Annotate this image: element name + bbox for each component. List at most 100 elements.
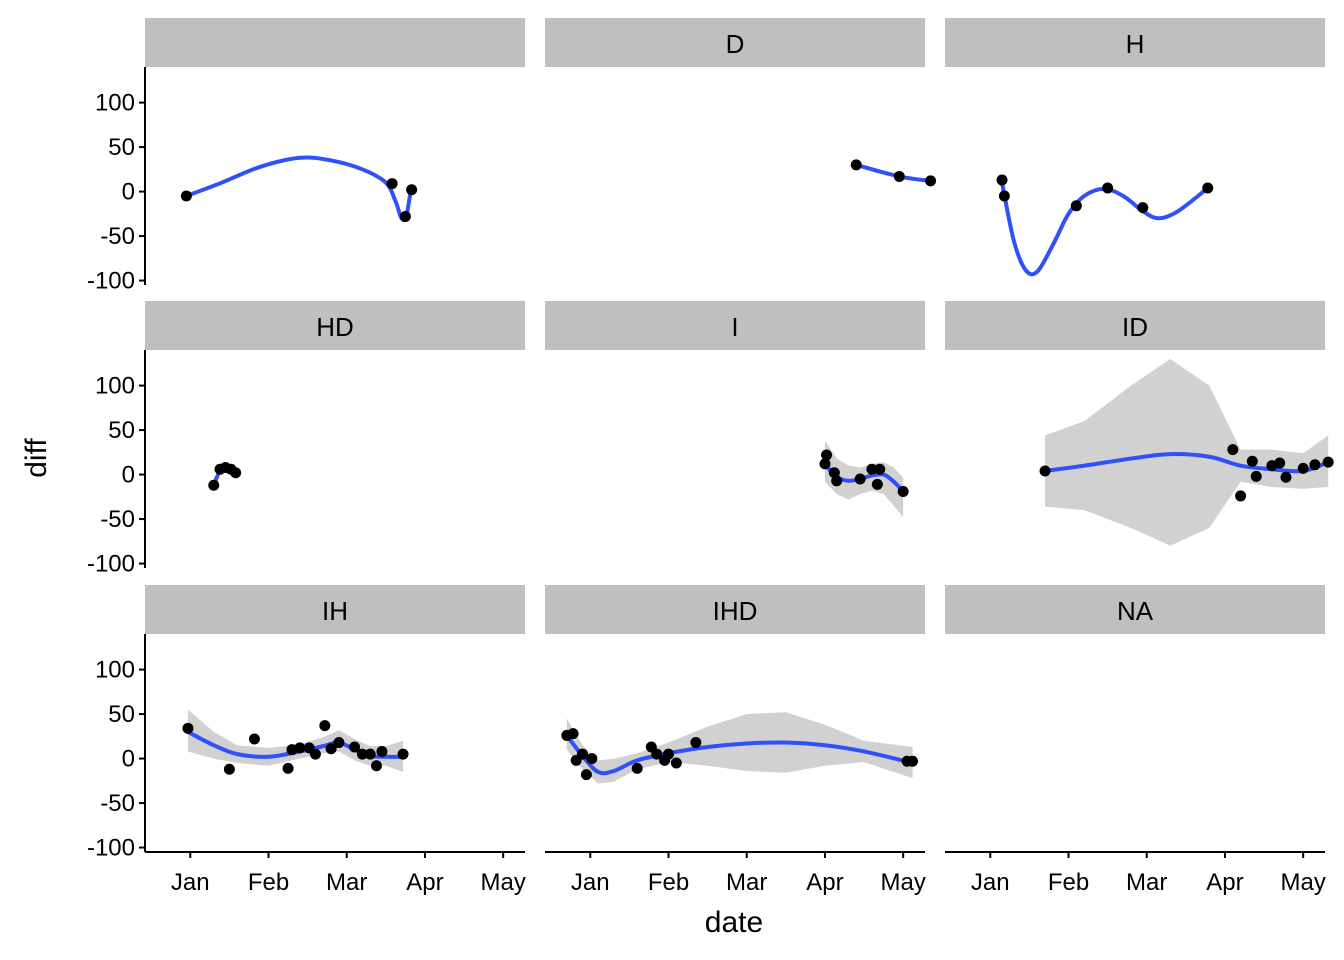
data-point <box>399 210 411 222</box>
data-point <box>893 170 905 182</box>
data-point <box>586 753 598 765</box>
smooth-line <box>184 155 413 223</box>
facet-strip-label: NA <box>1117 596 1154 626</box>
facet-panel: NA Jan Feb Mar Apr May <box>945 585 1326 896</box>
x-tick-label: Feb <box>248 869 289 896</box>
y-tick-label: 100 <box>95 90 135 117</box>
data-point <box>364 748 376 760</box>
data-point <box>897 485 909 497</box>
facet-strip-label: HD <box>316 312 354 342</box>
facet-strip-label: IHD <box>713 596 758 626</box>
x-tick-label: Mar <box>1126 869 1167 896</box>
y-tick-label: 0 <box>122 179 135 206</box>
y-tick-label: -100 <box>87 835 135 862</box>
y-tick-label: -50 <box>100 223 135 250</box>
x-tick-label: May <box>481 869 526 896</box>
facet-panel: IHD Jan Feb Mar Apr May <box>545 585 926 896</box>
data-point <box>871 478 883 490</box>
y-tick-label: 0 <box>122 746 135 773</box>
y-tick-label: -100 <box>87 551 135 578</box>
data-point <box>230 467 242 479</box>
facet-strip <box>945 301 1325 350</box>
smooth-line <box>564 733 915 776</box>
data-point <box>1280 471 1292 483</box>
data-point <box>907 755 919 767</box>
facet-strip <box>545 18 925 67</box>
data-point <box>223 763 235 775</box>
data-point <box>567 728 579 740</box>
data-point <box>874 463 886 475</box>
data-point <box>925 175 937 187</box>
facet-strip-label: IH <box>322 596 348 626</box>
facet-strip <box>145 585 525 634</box>
data-point <box>651 748 663 760</box>
data-point <box>690 737 702 749</box>
data-point <box>349 741 361 753</box>
data-point <box>576 748 588 760</box>
data-point <box>248 733 260 745</box>
data-point <box>319 720 331 732</box>
data-point <box>1039 465 1051 477</box>
confidence-ribbon <box>187 709 404 772</box>
data-point <box>580 769 592 781</box>
x-tick-label: Apr <box>1206 869 1243 896</box>
x-axis-title: date <box>705 906 763 939</box>
data-point <box>663 748 675 760</box>
data-point <box>821 449 833 461</box>
facet-panel: H <box>945 18 1325 277</box>
data-point <box>831 475 843 487</box>
data-point <box>1297 462 1309 474</box>
confidence-ribbon <box>566 712 913 784</box>
confidence-ribbon <box>1045 358 1329 546</box>
facet-strip <box>545 585 925 634</box>
x-tick-label: Jan <box>171 869 210 896</box>
y-tick-label: 100 <box>95 657 135 684</box>
data-point <box>397 748 409 760</box>
facet-panel: HD 100 50 0 -50 -100 <box>87 301 525 578</box>
facet-panels: 100 50 0 -50 -100 D H HD 100 50 0 -50 -100 I ID IH 100 50… <box>87 18 1334 896</box>
x-tick-label: Jan <box>571 869 610 896</box>
facet-panel: ID <box>945 301 1334 546</box>
facet-panel: 100 50 0 -50 -100 <box>87 18 525 295</box>
smooth-line <box>1000 180 1210 277</box>
data-point <box>1227 444 1239 456</box>
data-point <box>1309 459 1321 471</box>
data-point <box>333 737 345 749</box>
y-tick-label: 50 <box>108 417 135 444</box>
facet-strip <box>145 18 525 67</box>
x-tick-label: Mar <box>726 869 767 896</box>
data-point <box>386 178 398 190</box>
data-point <box>631 762 643 774</box>
y-tick-label: -100 <box>87 268 135 295</box>
facet-strip-label: H <box>1126 29 1145 59</box>
facet-strip-label: D <box>726 29 745 59</box>
x-tick-label: Apr <box>806 869 843 896</box>
data-point <box>1235 490 1247 502</box>
facet-panel: I <box>545 301 925 518</box>
data-point <box>1322 456 1334 468</box>
data-point <box>866 463 878 475</box>
x-tick-label: May <box>1281 869 1326 896</box>
data-point <box>1070 200 1082 212</box>
data-point <box>819 458 831 470</box>
data-point <box>670 757 682 769</box>
x-tick-label: May <box>881 869 926 896</box>
smooth-line <box>1043 452 1331 474</box>
data-point <box>998 190 1010 202</box>
data-point <box>370 760 382 772</box>
facet-strip-label: ID <box>1122 312 1148 342</box>
smooth-line <box>854 162 933 183</box>
data-point <box>1102 182 1114 194</box>
facet-strip <box>945 585 1325 634</box>
data-point <box>1274 457 1286 469</box>
data-point <box>180 190 192 202</box>
x-tick-label: Feb <box>648 869 689 896</box>
x-tick-label: Apr <box>406 869 443 896</box>
facet-strip <box>945 18 1325 67</box>
x-tick-label: Jan <box>971 869 1010 896</box>
facet-panel: IH 100 50 0 -50 -100 Jan Feb Mar Apr May <box>87 585 526 896</box>
data-point <box>854 473 866 485</box>
data-point <box>406 184 418 196</box>
y-tick-label: -50 <box>100 506 135 533</box>
